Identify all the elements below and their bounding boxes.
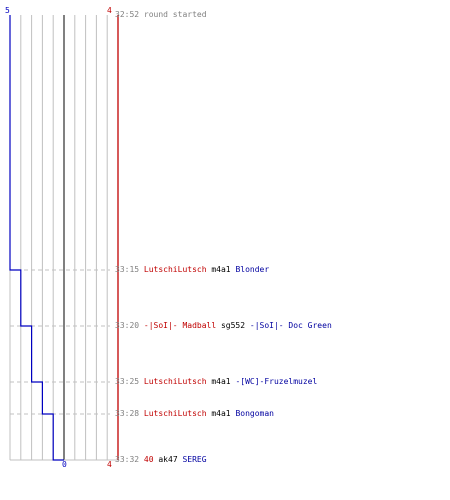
event-time: 33:32 bbox=[115, 455, 144, 464]
event-message: round started bbox=[143, 10, 207, 19]
killer-name: 40 bbox=[143, 455, 154, 464]
team-lines bbox=[9, 15, 119, 461]
victim-name: -|SoI|- Doc Green bbox=[249, 321, 332, 330]
blue-team-start-count: 5 bbox=[5, 6, 10, 15]
event-row: 32:52 round started bbox=[115, 10, 207, 20]
weapon-name: ak47 bbox=[153, 455, 183, 464]
graph-grid bbox=[9, 15, 119, 461]
event-row: 33:20 -|SoI|- Madball sg552 -|SoI|- Doc … bbox=[115, 321, 332, 331]
event-time: 33:15 bbox=[115, 265, 144, 274]
event-time: 33:20 bbox=[115, 321, 144, 330]
event-time: 32:52 bbox=[115, 10, 144, 19]
event-row: 33:25 LutschiLutsch m4a1 -[WC]-Fruzelmuz… bbox=[115, 377, 317, 387]
red-team-start-count: 4 bbox=[107, 6, 112, 15]
event-time: 33:28 bbox=[115, 409, 144, 418]
event-row: 33:28 LutschiLutsch m4a1 Bongoman bbox=[115, 409, 274, 419]
killer-name: LutschiLutsch bbox=[143, 377, 207, 386]
red-team-end-count: 4 bbox=[107, 460, 112, 469]
victim-name: Blonder bbox=[235, 265, 270, 274]
event-row: 33:32 40 ak47 SEREG bbox=[115, 455, 207, 465]
event-time: 33:25 bbox=[115, 377, 144, 386]
killer-name: LutschiLutsch bbox=[143, 265, 207, 274]
killer-name: -|SoI|- Madball bbox=[143, 321, 217, 330]
event-guide-lines bbox=[10, 269, 110, 415]
weapon-name: m4a1 bbox=[206, 409, 236, 418]
weapon-name: m4a1 bbox=[206, 265, 236, 274]
killer-name: LutschiLutsch bbox=[143, 409, 207, 418]
victim-name: -[WC]-Fruzelmuzel bbox=[235, 377, 318, 386]
victim-name: SEREG bbox=[182, 455, 207, 464]
weapon-name: sg552 bbox=[216, 321, 250, 330]
blue-team-end-count: 0 bbox=[62, 460, 67, 469]
victim-name: Bongoman bbox=[235, 409, 274, 418]
event-row: 33:15 LutschiLutsch m4a1 Blonder bbox=[115, 265, 269, 275]
blue-team-line bbox=[9, 15, 64, 461]
weapon-name: m4a1 bbox=[206, 377, 236, 386]
